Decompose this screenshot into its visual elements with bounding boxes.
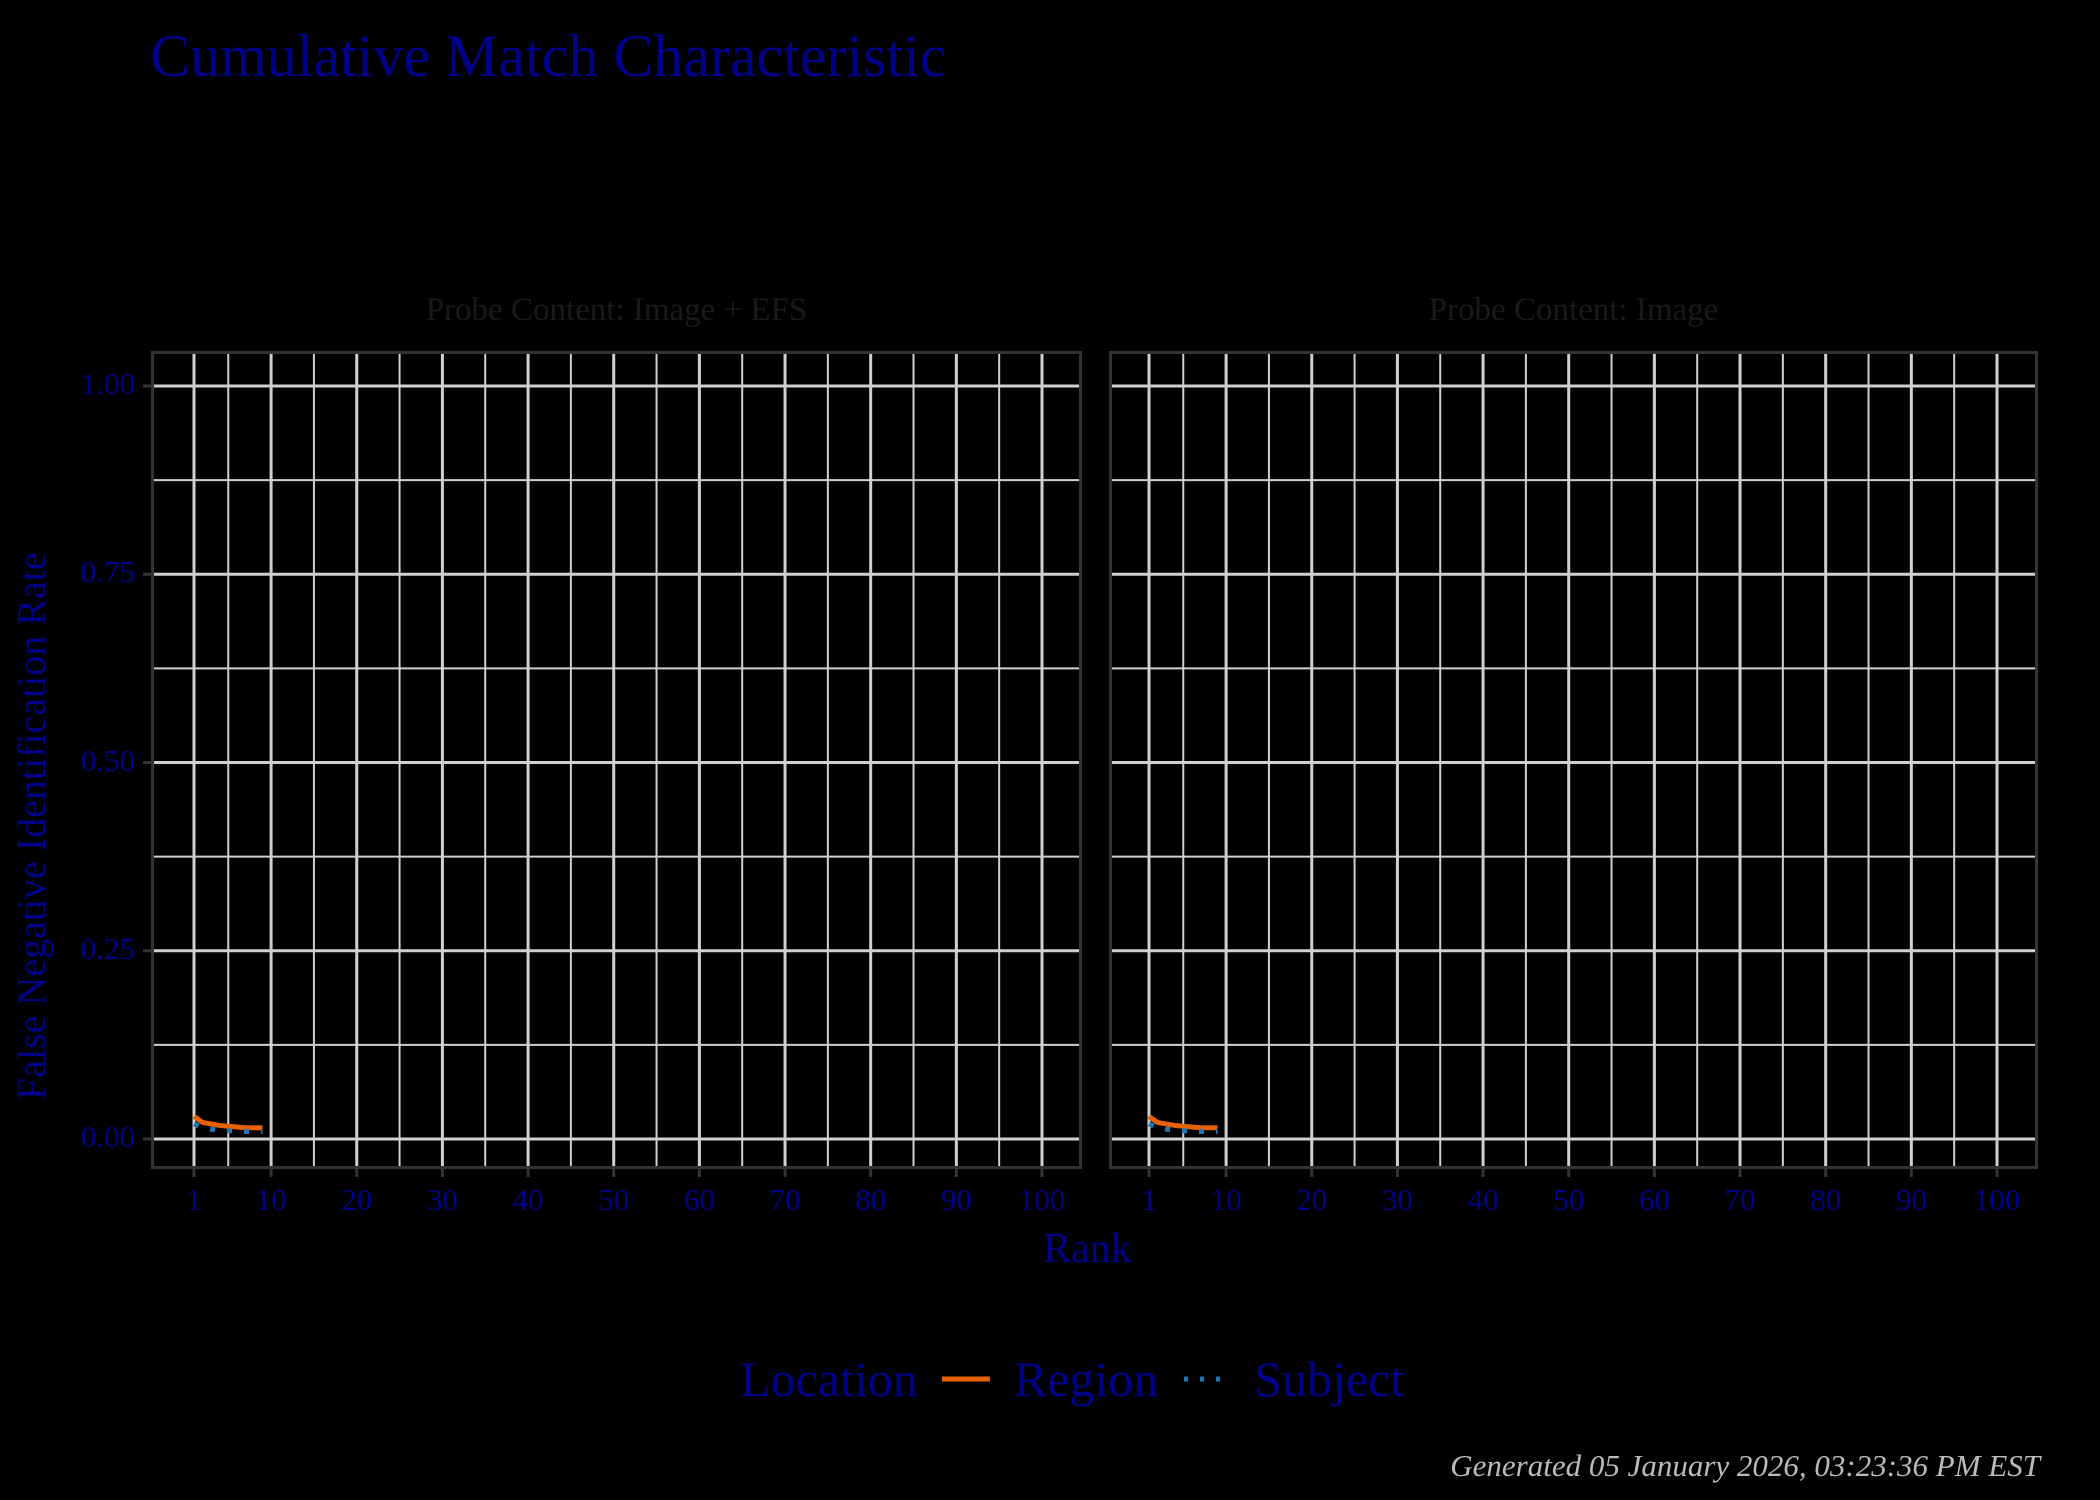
legend-title: Location (740, 1351, 918, 1407)
x-tick-label: 30 (426, 1182, 458, 1217)
facet-strip-image: Probe Content: Image (1428, 292, 1719, 328)
y-tick-label: 0.25 (80, 930, 135, 966)
x-axis-label: Rank (1043, 1226, 1132, 1272)
y-tick-label: 0.50 (80, 742, 135, 778)
subject-series-line (1147, 1121, 1218, 1134)
subject-dotted-line-icon (1184, 1376, 1231, 1382)
x-tick-label: 10 (1210, 1182, 1242, 1217)
y-tick-label: 0.75 (80, 554, 135, 590)
legend-region-label: Region (1013, 1351, 1159, 1407)
legend-subject-label: Subject (1254, 1351, 1405, 1407)
chart-title: Cumulative Match Characteristic (150, 23, 947, 89)
x-tick-label: 80 (855, 1182, 887, 1217)
x-tick-label: 20 (1296, 1182, 1328, 1217)
x-tick-label: 20 (341, 1182, 373, 1217)
x-tick-label: 90 (940, 1182, 972, 1217)
x-tick-label: 1 (186, 1182, 202, 1217)
subject-series-line (192, 1121, 263, 1134)
x-tick-label: 100 (1973, 1182, 2021, 1217)
x-tick-label: 1 (1141, 1182, 1157, 1217)
panel-image-efs (151, 351, 1082, 1169)
x-tick-label: 40 (1467, 1182, 1499, 1217)
region-series-line (192, 1114, 263, 1131)
facet-strip-image-efs: Probe Content: Image + EFS (425, 292, 808, 328)
x-tick-label: 70 (769, 1182, 801, 1217)
x-tick-label: 70 (1724, 1182, 1756, 1217)
y-tick-label: 0.00 (80, 1119, 135, 1154)
generated-timestamp: Generated 05 January 2026, 03:23:36 PM E… (1450, 1448, 2040, 1483)
x-tick-label: 60 (683, 1182, 715, 1217)
x-tick-label: 30 (1381, 1182, 1413, 1217)
x-tick-label: 50 (598, 1182, 630, 1217)
x-tick-label: 10 (255, 1182, 287, 1217)
y-axis-label: False Negative Identification Rate (9, 552, 54, 1100)
x-tick-label: 60 (1638, 1182, 1670, 1217)
x-tick-label: 50 (1553, 1182, 1585, 1217)
x-tick-label: 90 (1895, 1182, 1927, 1217)
legend: Location Region Subject (740, 1350, 1404, 1408)
x-tick-label: 100 (1018, 1182, 1066, 1217)
panel-image (1109, 351, 2038, 1169)
region-series-line (1147, 1114, 1218, 1131)
region-line-icon (941, 1376, 990, 1382)
x-tick-label: 80 (1810, 1182, 1842, 1217)
x-tick-label: 40 (512, 1182, 544, 1217)
y-tick-label: 1.00 (80, 366, 135, 401)
